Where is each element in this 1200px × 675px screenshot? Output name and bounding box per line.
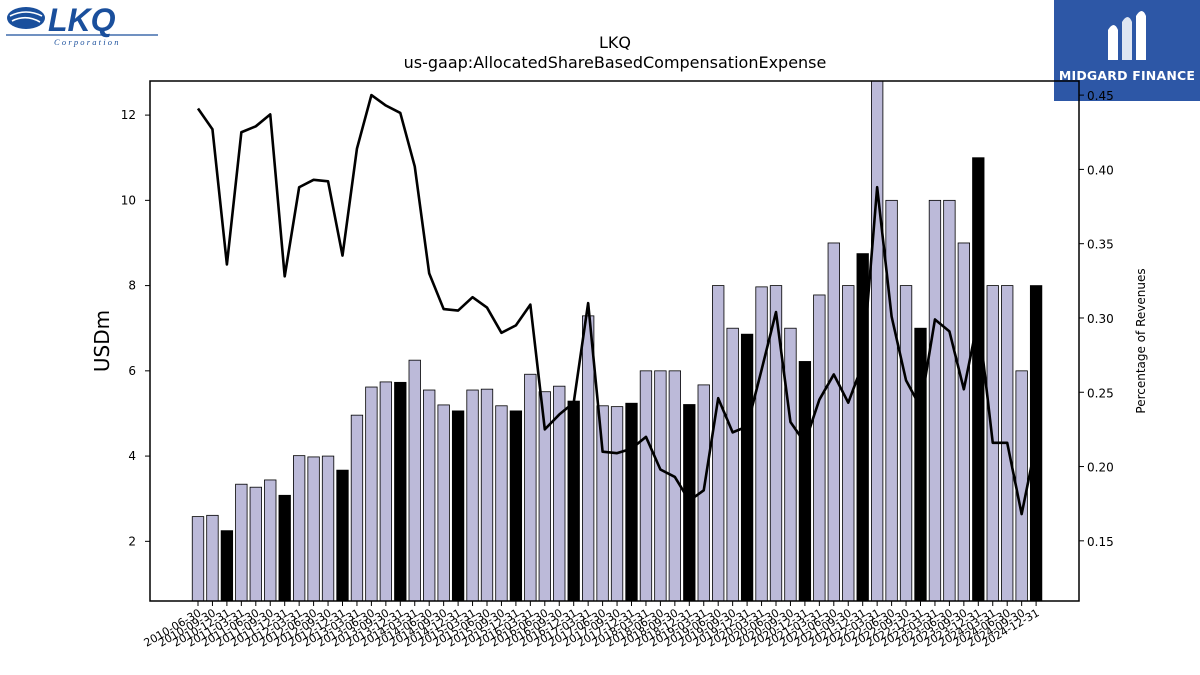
bar-2022-03-31 <box>871 80 884 602</box>
bar-2021-09-30 <box>842 285 855 602</box>
plot-frame <box>149 80 1080 602</box>
y-tick-label-right: 0.20 <box>1087 461 1114 475</box>
bar-2011-09-30 <box>264 479 277 602</box>
bar-2012-03-31 <box>292 455 306 602</box>
bar-2023-09-30 <box>957 242 970 602</box>
bar-2010-06-30 <box>191 516 205 602</box>
bar-2012-06-30 <box>307 456 320 602</box>
bar-2019-12-31 <box>740 333 754 602</box>
bar-2016-03-31 <box>524 373 537 602</box>
bar-2011-06-30 <box>249 486 262 602</box>
y-tick-label-right: 0.15 <box>1087 535 1114 549</box>
bar-2014-09-30 <box>437 404 450 602</box>
chart-title: LKQ <box>599 33 631 52</box>
bar-2019-06-30 <box>712 285 725 602</box>
bar-2010-12-31 <box>220 530 234 602</box>
bar-2015-06-30 <box>480 388 494 602</box>
bar-2021-03-31 <box>813 294 826 602</box>
y-tick-label-left: 6 <box>128 364 136 378</box>
bar-2017-09-30 <box>610 406 624 602</box>
bar-2014-03-31 <box>408 359 421 602</box>
bar-2014-12-31 <box>451 410 465 602</box>
midgard-emblem-icon <box>1108 11 1146 60</box>
bar-2010-09-30 <box>206 514 219 602</box>
percentage-line <box>196 93 1038 516</box>
bar-2018-03-31 <box>639 370 653 602</box>
x-axis: 2010-06-302010-09-302010-12-312011-03-31… <box>142 601 1042 650</box>
y-tick-label-right: 0.25 <box>1087 386 1114 400</box>
midgard-logo-text: MIDGARD FINANCE <box>1058 68 1196 83</box>
bar-2017-03-31 <box>582 315 595 602</box>
bar-2011-03-31 <box>235 483 248 602</box>
bar-2020-09-30 <box>784 327 797 602</box>
bar-2014-06-30 <box>423 389 436 602</box>
bar-2022-09-30 <box>899 285 913 602</box>
line-series <box>196 93 1038 516</box>
y-tick-label-left: 4 <box>128 449 136 463</box>
bar-2022-06-30 <box>885 199 898 602</box>
y-tick-label-left: 10 <box>121 193 136 207</box>
bar-2017-06-30 <box>596 405 609 602</box>
bar-2012-09-30 <box>321 455 335 602</box>
bar-2023-03-31 <box>928 199 942 602</box>
bar-2013-09-30 <box>379 381 393 602</box>
lkq-logo: LKQ Corporation <box>4 2 160 48</box>
y-tick-label-right: 0.45 <box>1087 89 1114 103</box>
y-tick-label-right: 0.40 <box>1087 163 1114 177</box>
y-axis-label-left: USDm <box>90 310 114 372</box>
y-axis-label-right: Percentage of Revenues <box>1134 268 1148 413</box>
bar-2015-09-30 <box>495 405 508 602</box>
bar-series <box>191 80 1043 602</box>
lkq-logo-subtext: Corporation <box>54 37 121 47</box>
bar-2012-12-31 <box>336 469 349 602</box>
bar-2024-09-30 <box>1015 370 1028 602</box>
bar-2013-12-31 <box>394 381 407 602</box>
y-axis-right: 0.15 0.20 0.25 0.30 0.35 0.40 0.45 <box>1079 89 1114 549</box>
bar-2017-12-31 <box>625 402 638 602</box>
bar-2015-03-31 <box>466 389 479 602</box>
bar-2021-06-30 <box>827 242 840 602</box>
y-axis-left: 2 4 6 8 10 12 <box>121 108 150 548</box>
bar-2013-03-31 <box>350 414 364 602</box>
bar-2022-12-31 <box>914 327 927 602</box>
y-tick-label-right: 0.35 <box>1087 238 1114 252</box>
y-tick-label-right: 0.30 <box>1087 312 1114 326</box>
y-tick-label-left: 12 <box>121 108 136 122</box>
bar-2011-12-31 <box>278 494 291 602</box>
bar-2020-03-31 <box>755 286 768 602</box>
bar-2020-12-31 <box>798 361 812 602</box>
y-tick-label-left: 2 <box>128 534 136 548</box>
bar-2018-12-31 <box>683 404 696 602</box>
bar-2016-12-31 <box>567 400 580 602</box>
chart-subtitle: us-gaap:AllocatedShareBasedCompensationE… <box>404 53 827 72</box>
bar-2019-09-30 <box>726 327 739 602</box>
lkq-logo-text: LKQ <box>48 4 116 38</box>
bar-2023-06-30 <box>943 199 956 602</box>
bar-2015-12-31 <box>509 410 523 602</box>
bar-2013-06-30 <box>365 386 378 602</box>
bar-2018-06-30 <box>654 370 667 602</box>
bar-2023-12-31 <box>972 157 985 602</box>
y-tick-label-left: 8 <box>128 279 136 293</box>
